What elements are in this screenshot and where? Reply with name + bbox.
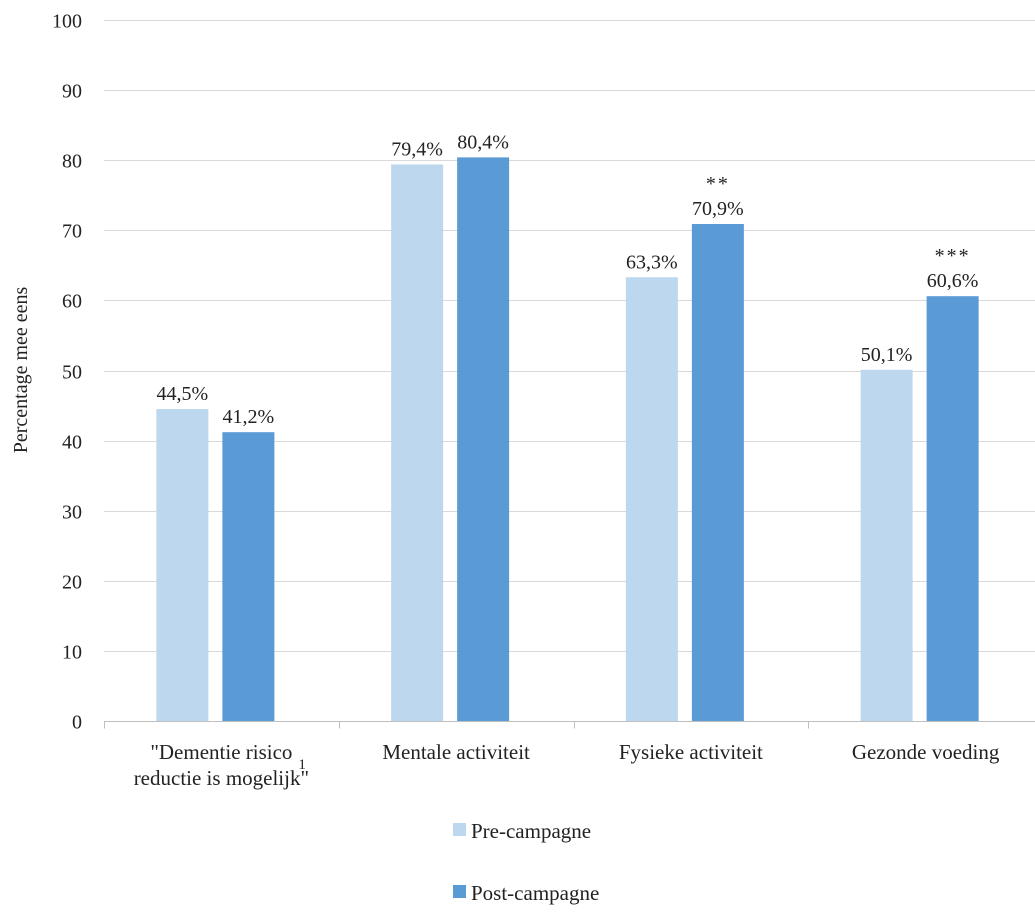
data-label: 79,4% [391, 138, 443, 160]
bar-pre-0 [156, 409, 209, 721]
data-labels: 44,5% 41,2% 79,4% 80,4% 63,3% 70,9% ** 50,1% 60,… [157, 131, 979, 428]
y-axis-ticks: 0 10 20 30 40 50 60 70 80 90 100 [52, 11, 82, 734]
bar-post-0 [222, 432, 275, 721]
legend-label: Post-campagne [471, 881, 599, 905]
category-footnote-marker: 1 [298, 757, 306, 773]
y-tick-label: 0 [72, 712, 82, 734]
y-tick-label: 40 [62, 432, 82, 454]
bar-pre-2 [625, 277, 678, 721]
bar-post-2 [691, 223, 744, 721]
data-label: 70,9% [692, 198, 744, 220]
data-label: 50,1% [861, 344, 913, 366]
x-category-label: Gezonde voeding [852, 740, 1000, 764]
y-tick-label: 20 [62, 572, 82, 594]
data-label: 80,4% [457, 131, 509, 153]
y-tick-label: 50 [62, 362, 82, 384]
x-category-label: Fysieke activiteit [619, 740, 763, 764]
y-tick-label: 10 [62, 642, 82, 664]
bar-post-1 [457, 157, 510, 721]
data-label: 41,2% [223, 406, 275, 428]
y-tick-label: 30 [62, 502, 82, 524]
y-tick-label: 60 [62, 291, 82, 313]
bar-pre-3 [860, 369, 913, 721]
y-axis-title: Percentage mee eens [10, 287, 32, 454]
x-category-label: Mentale activiteit [382, 740, 530, 764]
data-label: 44,5% [157, 383, 209, 405]
data-label: 60,6% [927, 270, 979, 292]
x-category-label: "Dementie risico [150, 740, 292, 764]
bar-pre-1 [391, 164, 444, 721]
y-tick-label: 90 [62, 81, 82, 103]
legend: Pre-campagne Post-campagne [453, 819, 599, 905]
x-category-label: reductie is mogelijk" [134, 766, 309, 790]
legend-label: Pre-campagne [471, 819, 591, 843]
bar-post-3 [926, 296, 979, 721]
y-tick-label: 80 [62, 151, 82, 173]
significance-marker: *** [935, 245, 971, 267]
y-tick-label: 100 [52, 11, 82, 33]
significance-marker: ** [706, 173, 730, 195]
data-label: 63,3% [626, 251, 678, 273]
bars [156, 157, 979, 721]
legend-swatch [453, 885, 466, 898]
legend-swatch [453, 823, 466, 836]
y-tick-label: 70 [62, 221, 82, 243]
